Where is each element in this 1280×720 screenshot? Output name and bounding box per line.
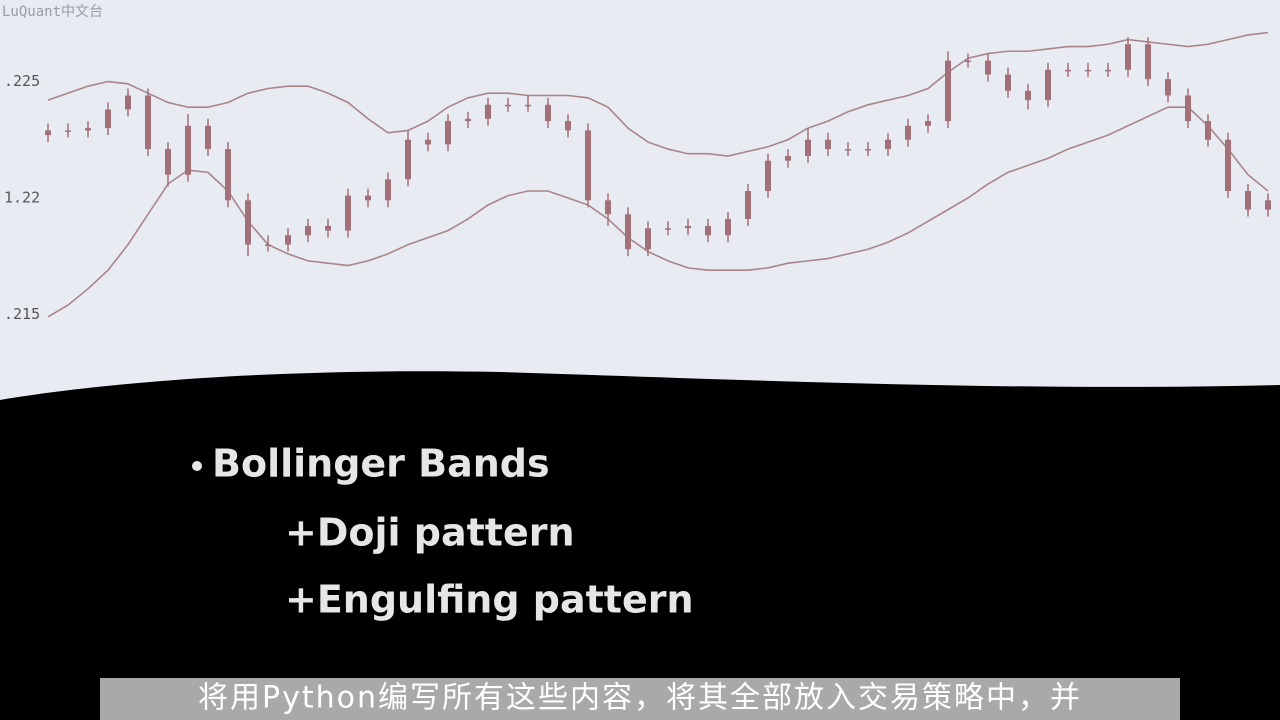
bullet-dot: [192, 461, 202, 471]
candle-body: [505, 104, 511, 107]
candle-body: [745, 190, 751, 219]
candle-body: [925, 121, 931, 126]
candle-body: [685, 225, 691, 229]
bullet-text: Bollinger Bands: [212, 442, 550, 486]
candle-body: [705, 225, 711, 236]
candle-body: [585, 130, 591, 201]
chart: .225 1.22 .215: [4, 31, 1271, 323]
chart-panel: [0, 0, 1280, 400]
candle-body: [625, 214, 631, 250]
candle-body: [245, 200, 251, 245]
candle-body: [785, 156, 791, 161]
candle-body: [985, 60, 991, 75]
candle-body: [305, 225, 311, 236]
candle-body: [645, 228, 651, 250]
candle-body: [545, 104, 551, 122]
subtitle: 将用Python编写所有这些内容，将其全部放入交易策略中，并: [198, 681, 1082, 716]
sub-item: +Doji pattern: [285, 511, 575, 555]
candle-body: [465, 118, 471, 122]
band-line: [47, 31, 1269, 157]
candle-body: [365, 195, 371, 201]
candle-body: [205, 125, 211, 150]
candle-body: [1165, 79, 1171, 96]
candle-body: [605, 200, 611, 215]
candle-body: [805, 139, 811, 157]
candle-body: [425, 139, 431, 145]
candle-body: [185, 125, 191, 175]
candle-body: [825, 139, 831, 150]
candle-body: [445, 121, 451, 145]
candle-body: [225, 149, 231, 201]
candle-body: [485, 104, 491, 119]
candle-body: [1045, 69, 1051, 101]
candle-body: [285, 235, 291, 245]
candle-body: [1185, 95, 1191, 122]
candle-body: [1265, 200, 1271, 210]
candle-body: [965, 60, 971, 63]
candle-body: [665, 228, 671, 230]
candle-body: [405, 139, 411, 180]
y-tick-label: .215: [4, 305, 40, 323]
y-tick-label: 1.22: [4, 188, 40, 206]
candle-body: [1205, 121, 1211, 140]
candle-body: [1005, 74, 1011, 91]
candle-body: [1225, 139, 1231, 191]
y-tick-label: .225: [4, 72, 40, 90]
candle-body: [265, 244, 271, 247]
sub-item: +Engulfing pattern: [285, 578, 694, 622]
candle-body: [45, 130, 51, 136]
candle-body: [865, 149, 871, 151]
candle-body: [885, 139, 891, 150]
candle-body: [1145, 44, 1151, 80]
candle-body: [165, 149, 171, 175]
candle-body: [145, 95, 151, 150]
candle-body: [1125, 44, 1131, 70]
candle-body: [85, 128, 91, 131]
candle-body: [1065, 69, 1071, 72]
candle-body: [905, 125, 911, 140]
candle-body: [325, 225, 331, 231]
candle-body: [385, 179, 391, 201]
candle-body: [65, 130, 71, 132]
candle-body: [345, 195, 351, 231]
candle-body: [105, 109, 111, 129]
candle-body: [565, 121, 571, 131]
candle-body: [1105, 69, 1111, 72]
candle-body: [845, 149, 851, 151]
watermark: LuQuant中文台: [2, 4, 103, 20]
band-line: [47, 106, 1269, 318]
candle-body: [765, 160, 771, 191]
candle-body: [1245, 190, 1251, 210]
candle-body: [945, 60, 951, 122]
candle-body: [1085, 69, 1091, 72]
subtitle-box: [100, 678, 1180, 720]
candle-body: [725, 218, 731, 236]
candle-body: [525, 104, 531, 107]
candle-body: [1025, 90, 1031, 101]
candle-body: [125, 95, 131, 110]
